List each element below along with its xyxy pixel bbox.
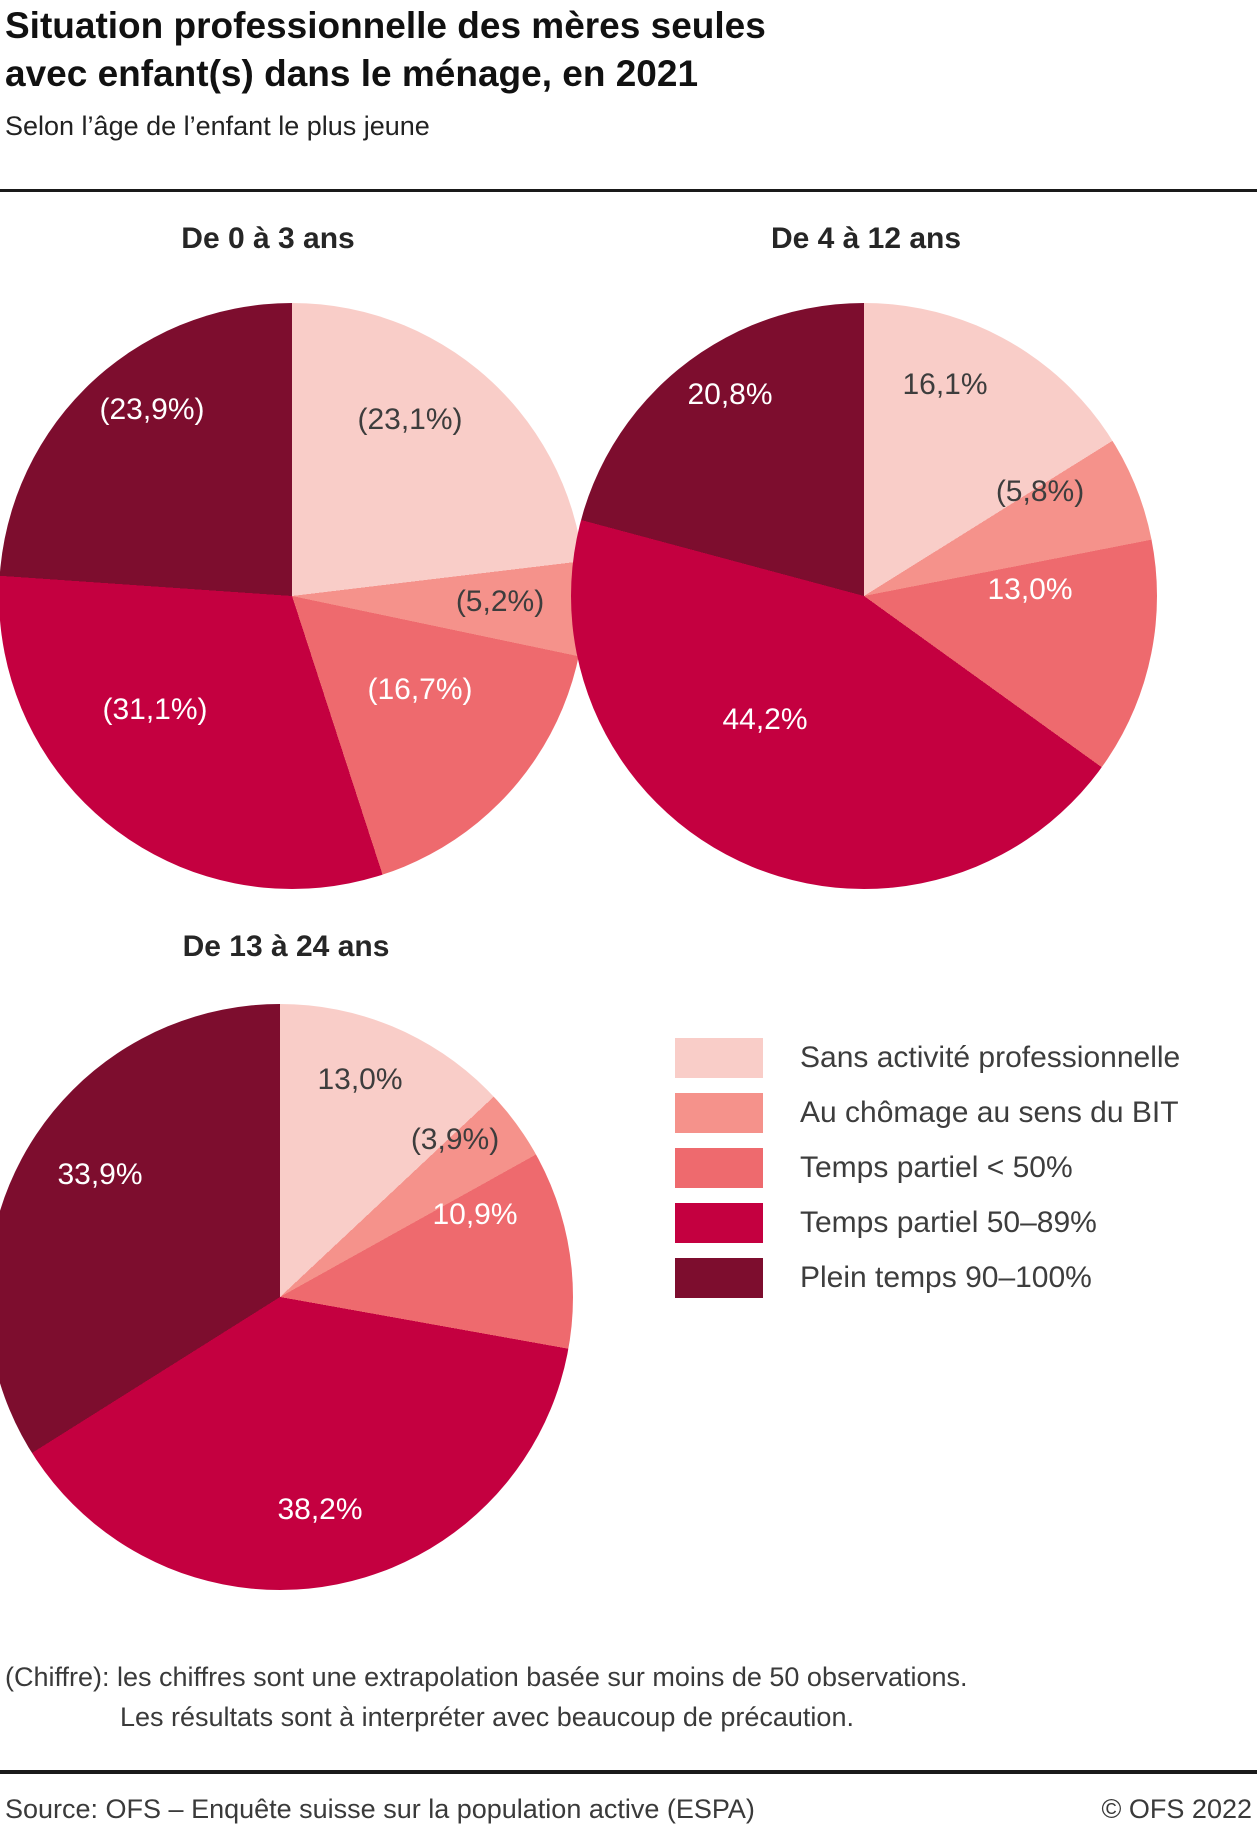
slice-label-p2-partiel-50: 10,9% <box>432 1198 518 1231</box>
copyright-text: © OFS 2022 <box>1101 1794 1252 1824</box>
slice-label-p2-partiel-50-89: 38,2% <box>277 1493 363 1526</box>
slice-label-p1-plein-temps: 20,8% <box>687 378 773 411</box>
pie-chart-4-12-ans <box>571 303 1157 889</box>
source-text: Source: OFS – Enquête suisse sur la popu… <box>5 1794 755 1824</box>
legend-swatch-partiel-50-89 <box>675 1203 763 1243</box>
legend-swatch-plein-temps <box>675 1258 763 1298</box>
slice-label-p1-partiel-50-89: 44,2% <box>722 703 808 736</box>
slice-label-p2-sans-activite: 13,0% <box>317 1063 403 1096</box>
slice-label-p1-sans-activite: 16,1% <box>902 368 988 401</box>
slice-label-p0-plein-temps: (23,9%) <box>99 393 205 426</box>
legend-label-plein-temps: Plein temps 90–100% <box>800 1261 1092 1294</box>
page-subtitle: Selon l’âge de l’enfant le plus jeune <box>5 111 430 141</box>
legend-swatch-chomage <box>675 1093 763 1133</box>
pie-chart-13-24-ans <box>0 1004 573 1590</box>
pie-title-0-3: De 0 à 3 ans <box>181 222 355 255</box>
slice-label-p0-partiel-50-89: (31,1%) <box>102 693 208 726</box>
pie-chart-0-3-ans <box>0 303 585 889</box>
footnote-line2: Les résultats sont à interpréter avec be… <box>120 1702 854 1732</box>
legend-label-sans-activite: Sans activité professionnelle <box>800 1041 1181 1074</box>
footnote-line1: (Chiffre): les chiffres sont une extrapo… <box>5 1662 968 1692</box>
page-title-line1: Situation professionnelle des mères seul… <box>5 5 766 46</box>
slice-label-p2-chomage: (3,9%) <box>410 1123 500 1156</box>
legend-swatch-partiel-50 <box>675 1148 763 1188</box>
footer-divider <box>0 1770 1257 1774</box>
legend-label-partiel-50-89: Temps partiel 50–89% <box>800 1206 1097 1239</box>
slice-label-p2-plein-temps: 33,9% <box>57 1158 143 1191</box>
page-title-line2: avec enfant(s) dans le ménage, en 2021 <box>5 53 699 94</box>
slice-label-p0-partiel-50: (16,7%) <box>367 673 473 706</box>
page-title: Situation professionnelle des mères seul… <box>5 2 1105 98</box>
legend-swatch-sans-activite <box>675 1038 763 1078</box>
top-divider <box>0 189 1257 192</box>
pie-title-4-12: De 4 à 12 ans <box>770 222 962 255</box>
slice-label-p1-partiel-50: 13,0% <box>987 573 1073 606</box>
pie-title-13-24: De 13 à 24 ans <box>182 930 390 963</box>
slice-label-p0-sans-activite: (23,1%) <box>357 403 463 436</box>
slice-label-p1-chomage: (5,8%) <box>995 475 1085 508</box>
slice-label-p0-chomage: (5,2%) <box>455 585 545 618</box>
legend-label-chomage: Au chômage au sens du BIT <box>800 1096 1179 1129</box>
legend-label-partiel-50: Temps partiel < 50% <box>800 1151 1073 1184</box>
